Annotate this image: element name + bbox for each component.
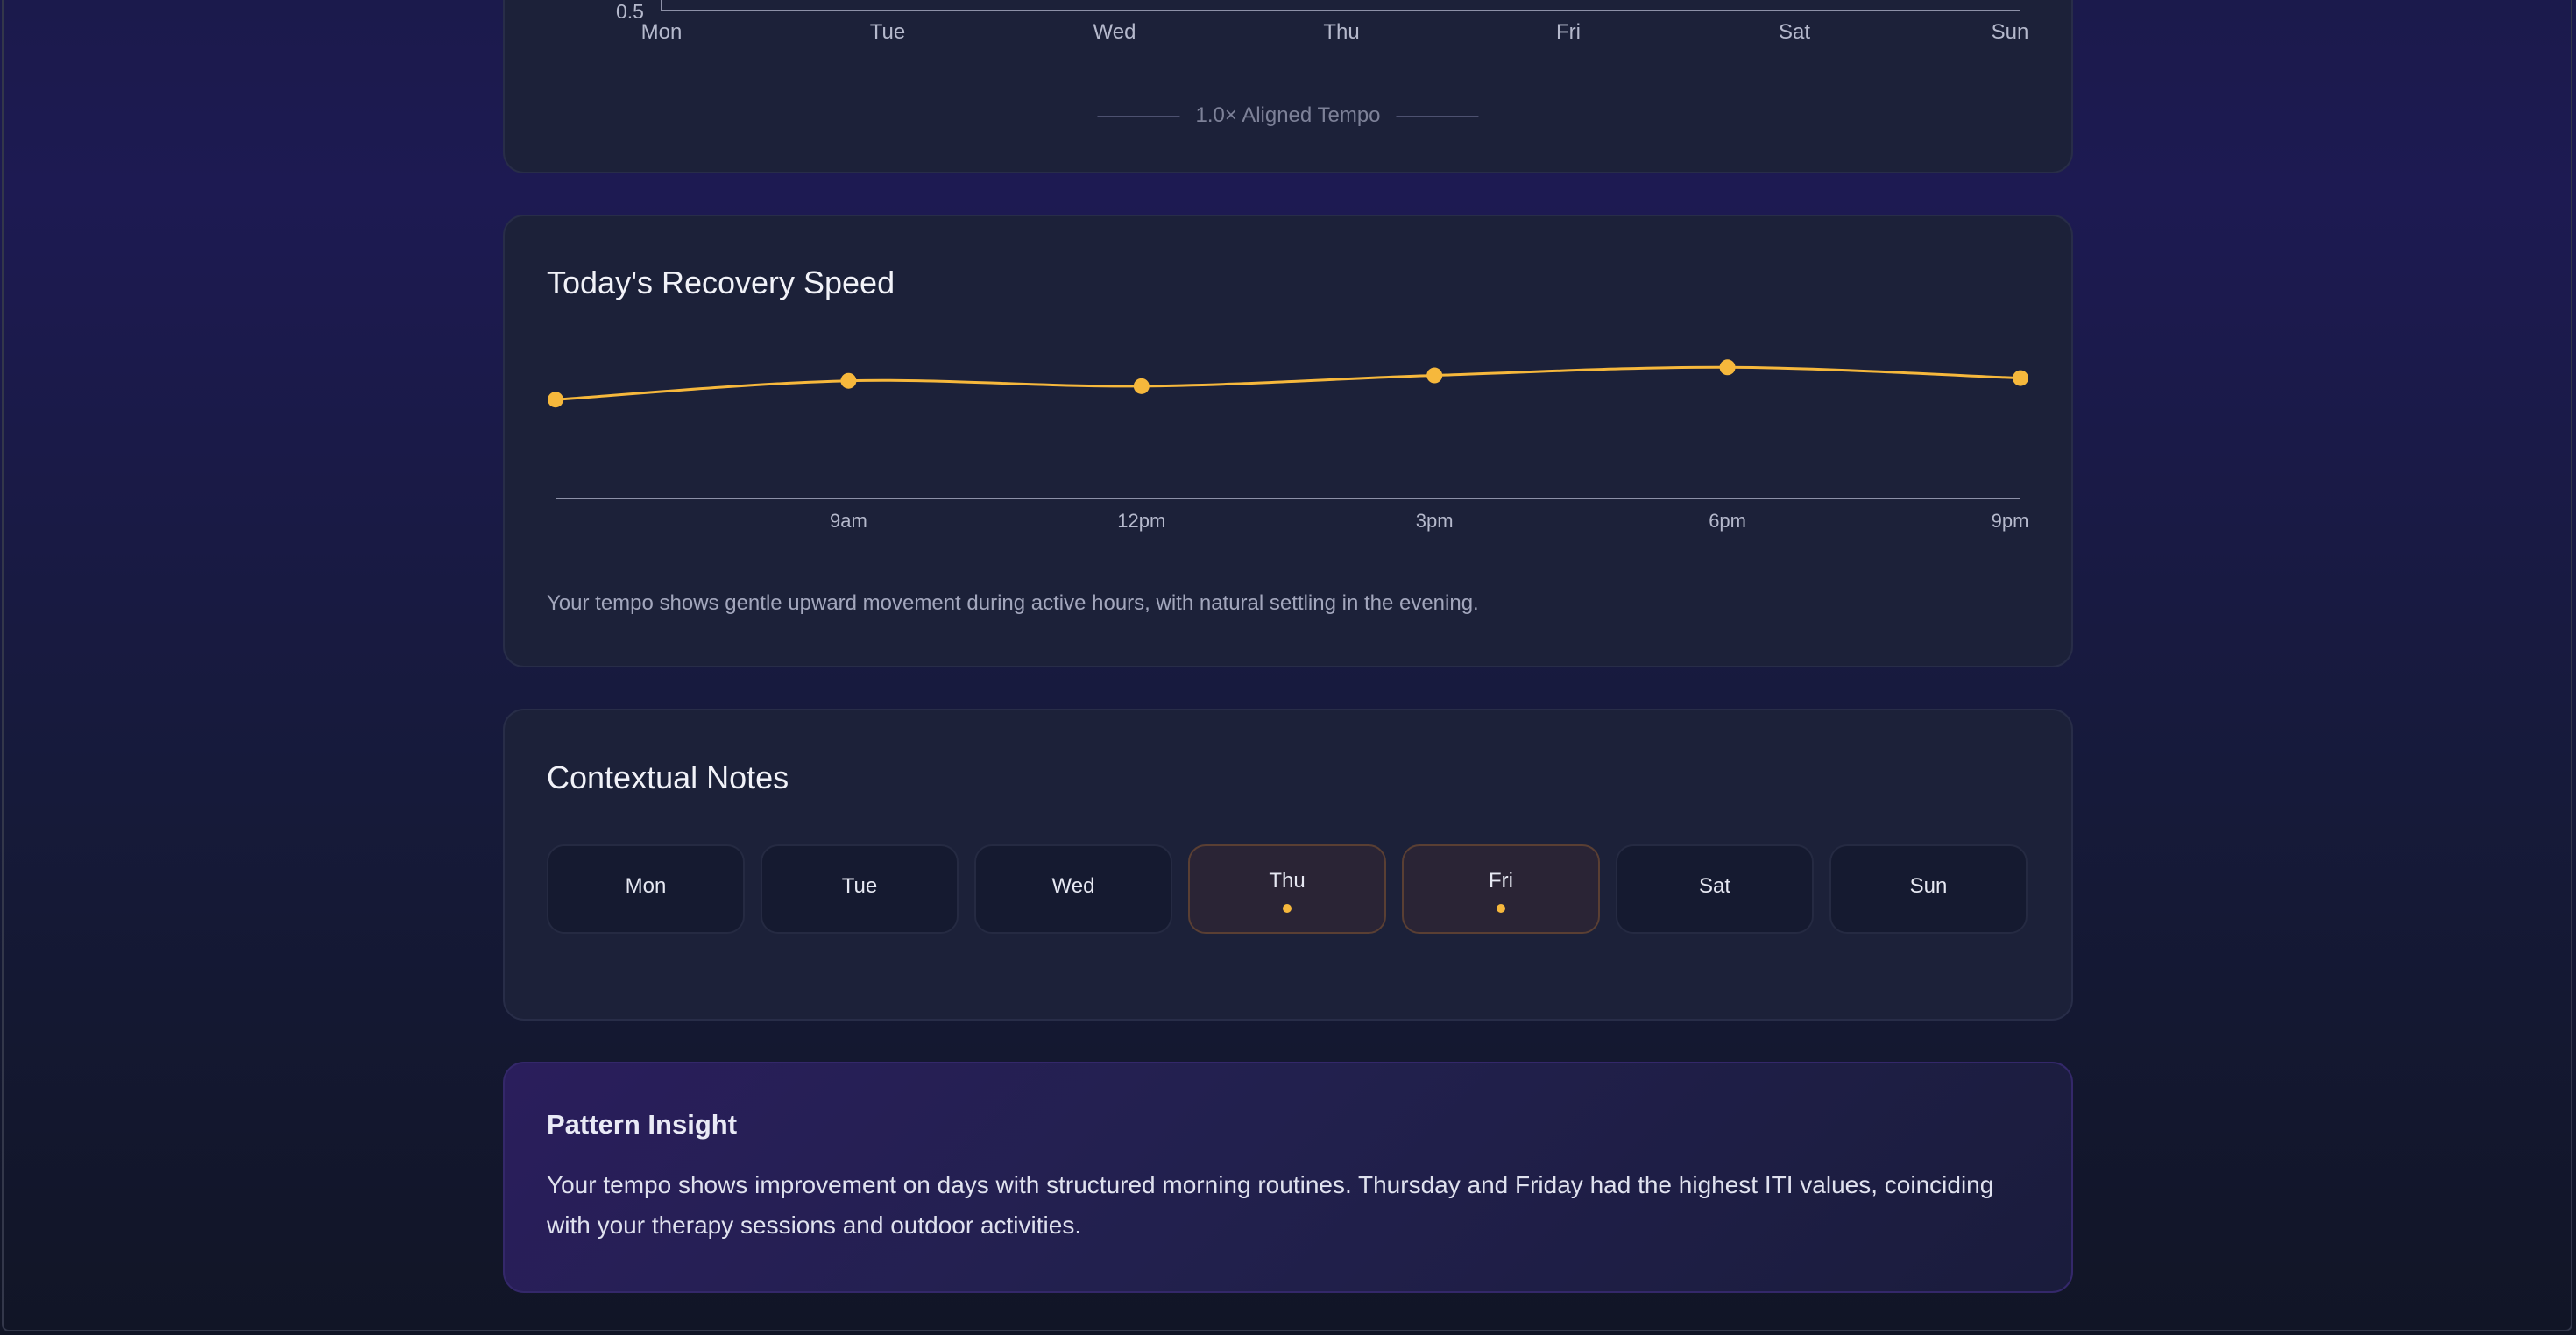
x-tick-label: Mon xyxy=(640,20,683,44)
recovery-data-point[interactable] xyxy=(2013,370,2028,386)
day-tile-label: Sun xyxy=(1909,874,1948,898)
legend-label: 1.0× Aligned Tempo xyxy=(1195,103,1381,127)
recovery-data-point[interactable] xyxy=(1426,367,1443,384)
recovery-series-line xyxy=(555,365,2021,401)
day-tile-fri[interactable]: Fri xyxy=(1402,844,1600,934)
time-tick-label: 3pm xyxy=(1415,510,1454,532)
notes-title: Contextual Notes xyxy=(547,759,789,795)
recovery-data-point[interactable] xyxy=(840,372,857,389)
recovery-title: Today's Recovery Speed xyxy=(547,265,895,300)
weekly-tempo-card: 0.5 Mon Tue Wed Thu Fri Sat Sun 1.0× Ali… xyxy=(503,0,2073,173)
day-tile-label: Mon xyxy=(625,874,667,898)
x-tick-label: Sat xyxy=(1778,20,1811,44)
insight-title: Pattern Insight xyxy=(547,1109,738,1140)
recovery-data-point[interactable] xyxy=(548,392,563,408)
time-tick-label: 6pm xyxy=(1709,510,1746,532)
day-tile-label: Thu xyxy=(1269,869,1306,893)
day-tile-thu[interactable]: Thu xyxy=(1188,844,1386,934)
time-tick-label: 9am xyxy=(829,510,867,532)
x-tick-label: Fri xyxy=(1556,20,1581,44)
time-tick-label: 12pm xyxy=(1117,510,1166,532)
x-tick-label: Tue xyxy=(869,20,906,44)
day-tile-label: Tue xyxy=(841,874,878,898)
insight-body: Your tempo shows improvement on days wit… xyxy=(547,1171,1994,1239)
day-tile-wed[interactable]: Wed xyxy=(974,844,1172,934)
pattern-insight-card: Pattern Insight Your tempo shows improve… xyxy=(503,1062,2073,1293)
day-tile-tue[interactable]: Tue xyxy=(761,844,959,934)
legend-line-right xyxy=(1396,115,1479,117)
y-tick-label: 0.5 xyxy=(616,0,644,23)
recovery-data-point[interactable] xyxy=(1133,378,1150,394)
day-tile-label: Wed xyxy=(1051,874,1095,898)
legend-line-left xyxy=(1097,115,1180,117)
x-axis-line xyxy=(661,10,2020,11)
day-tile-label: Fri xyxy=(1489,869,1513,893)
day-tile-sun[interactable]: Sun xyxy=(1829,844,2028,934)
day-tile-mon[interactable]: Mon xyxy=(547,844,745,934)
time-tick-label: 9pm xyxy=(1991,510,2029,532)
recovery-line-chart xyxy=(548,359,2028,499)
x-tick-label: Sun xyxy=(1991,20,2029,44)
x-tick-label: Thu xyxy=(1323,20,1360,44)
y-axis-line xyxy=(661,0,662,11)
note-indicator-dot xyxy=(1497,904,1505,913)
recovery-caption: Your tempo shows gentle upward movement … xyxy=(547,591,1479,615)
recovery-speed-card: Today's Recovery Speed 9am 12pm 3pm 6pm 9pm … xyxy=(503,215,2073,668)
note-indicator-dot xyxy=(1283,904,1292,913)
day-tile-sat[interactable]: Sat xyxy=(1616,844,1814,934)
day-tile-label: Sat xyxy=(1698,874,1731,898)
recovery-data-point[interactable] xyxy=(1719,359,1736,376)
contextual-notes-card: Contextual Notes Mon Tue Wed Thu Fri Sat Sun xyxy=(503,709,2073,1021)
x-tick-label: Wed xyxy=(1093,20,1136,44)
chart-legend: 1.0× Aligned Tempo xyxy=(1081,103,1494,128)
